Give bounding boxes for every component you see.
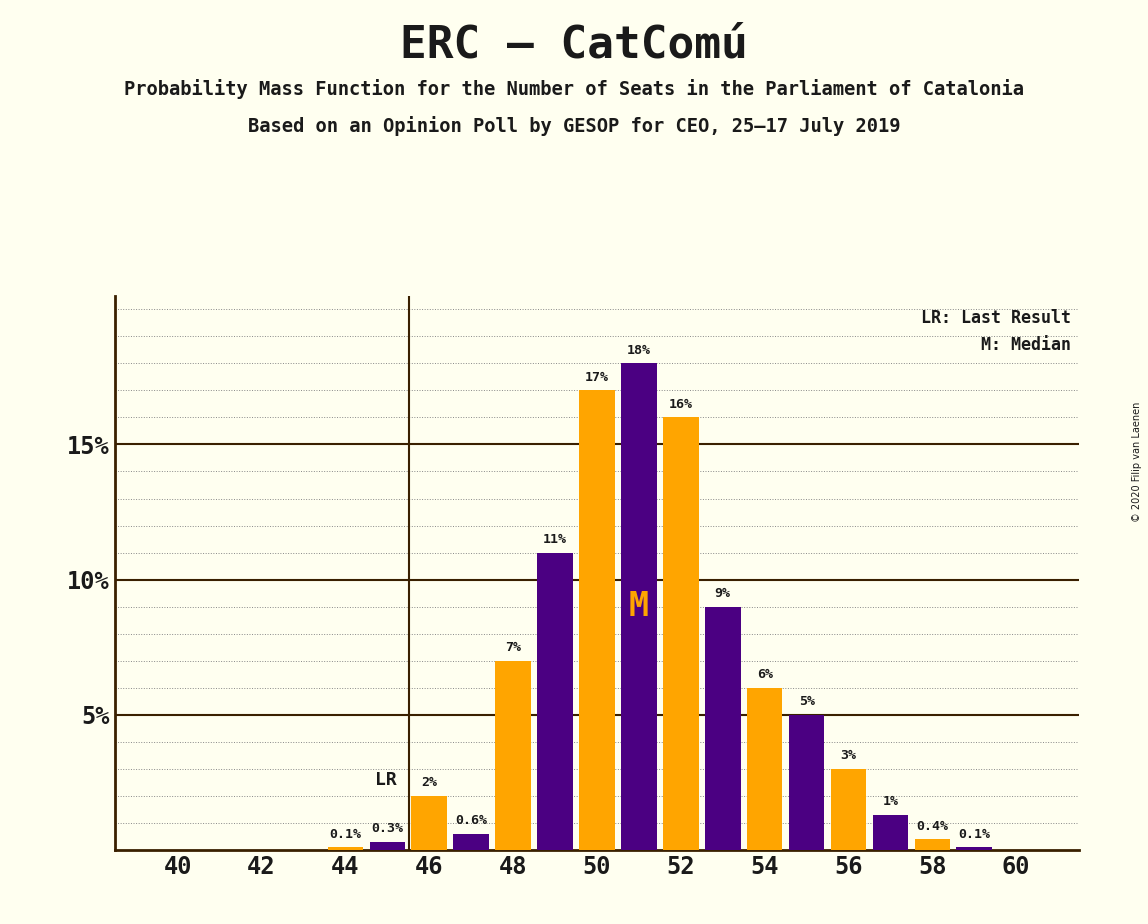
Text: 3%: 3% [840,749,856,762]
Text: 7%: 7% [505,641,521,654]
Bar [537,553,573,850]
Text: LR: LR [375,771,397,789]
Text: 1%: 1% [883,796,899,808]
Bar [872,815,908,850]
Bar [621,363,657,850]
Text: 0.1%: 0.1% [959,828,991,841]
Text: 0.4%: 0.4% [916,820,948,833]
Bar [411,796,447,850]
Text: 16%: 16% [669,397,692,410]
Text: M: M [629,590,649,623]
Bar [705,607,740,850]
Text: 5%: 5% [799,695,815,708]
Bar [747,687,783,850]
Text: 11%: 11% [543,533,567,546]
Bar [915,839,951,850]
Text: 17%: 17% [585,371,608,383]
Text: LR: Last Result: LR: Last Result [921,310,1071,327]
Text: 0.3%: 0.3% [371,822,403,835]
Text: © 2020 Filip van Laenen: © 2020 Filip van Laenen [1132,402,1142,522]
Bar [370,842,405,850]
Bar [453,833,489,850]
Text: 0.6%: 0.6% [455,814,487,827]
Text: 6%: 6% [757,668,773,681]
Bar [956,847,992,850]
Text: 2%: 2% [421,776,437,789]
Text: 0.1%: 0.1% [329,828,362,841]
Bar [831,769,867,850]
Bar [664,418,699,850]
Text: ERC – CatComú: ERC – CatComú [401,23,747,67]
Text: 18%: 18% [627,344,651,357]
Bar [495,661,530,850]
Bar [327,847,363,850]
Text: Probability Mass Function for the Number of Seats in the Parliament of Catalonia: Probability Mass Function for the Number… [124,79,1024,99]
Text: Based on an Opinion Poll by GESOP for CEO, 25–17 July 2019: Based on an Opinion Poll by GESOP for CE… [248,116,900,136]
Bar [579,390,615,850]
Text: 9%: 9% [715,587,731,600]
Bar [789,715,824,850]
Text: M: Median: M: Median [980,336,1071,354]
